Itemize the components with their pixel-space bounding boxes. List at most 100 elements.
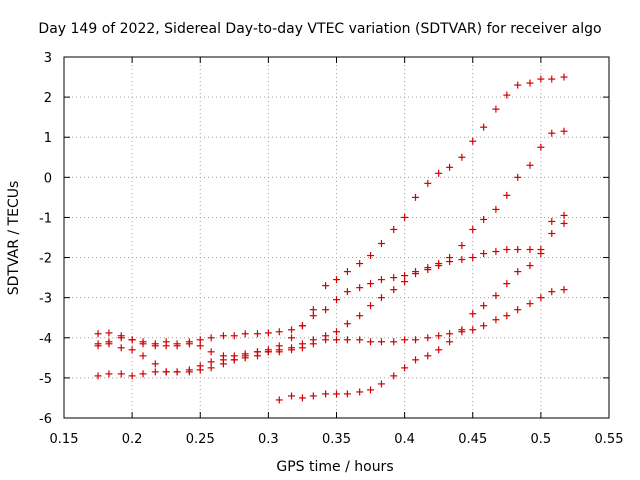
data-point: [207, 348, 215, 356]
data-point: [503, 280, 511, 288]
data-point: [560, 73, 568, 81]
data-point: [356, 336, 364, 344]
data-point: [333, 276, 340, 284]
data-point: [275, 348, 283, 356]
axes: 0.15 0.2 0.25 0.3 0.35 0.4 0.45 0.5 0.55 -6 -5 -4 -3…: [39, 51, 623, 447]
series-track-d: [94, 286, 568, 380]
data-point: [390, 286, 398, 294]
data-point: [367, 280, 375, 288]
series-track-b: [94, 217, 568, 360]
data-point: [207, 358, 215, 366]
data-point: [390, 274, 398, 282]
data-point: [253, 330, 261, 338]
data-point: [526, 79, 534, 87]
data-point: [309, 306, 317, 314]
x-tick-label: 0.2: [122, 432, 143, 447]
data-point: [288, 392, 296, 400]
data-point: [503, 312, 511, 320]
y-axis-label: SDTVAR / TECUs: [6, 181, 22, 296]
data-point: [435, 346, 443, 354]
data-point: [412, 356, 420, 364]
x-tick-label: 0.25: [186, 432, 215, 447]
data-point: [343, 288, 351, 296]
data-point: [151, 360, 159, 368]
data-point: [469, 225, 477, 233]
data-point: [343, 390, 351, 398]
data-point: [514, 81, 522, 89]
data-point: [458, 326, 466, 334]
data-point: [435, 262, 443, 270]
y-tick-label: 0: [44, 171, 52, 186]
data-point: [537, 294, 545, 302]
data-point: [548, 75, 556, 83]
y-tick-label: -4: [39, 332, 52, 347]
data-point: [480, 215, 488, 223]
data-point: [241, 352, 249, 360]
data-point: [537, 250, 545, 258]
data-point: [151, 342, 159, 350]
y-tick-label: -1: [39, 211, 52, 226]
data-point: [253, 348, 261, 356]
data-points: [94, 73, 568, 404]
data-point: [343, 268, 351, 276]
data-point: [401, 364, 409, 372]
x-tick-label: 0.4: [394, 432, 415, 447]
data-point: [275, 328, 283, 336]
data-point: [322, 306, 330, 314]
data-point: [560, 127, 568, 135]
y-tick-label: -2: [39, 252, 52, 267]
data-point: [526, 161, 534, 169]
data-point: [446, 254, 454, 262]
data-point: [356, 260, 364, 268]
data-point: [390, 225, 398, 233]
x-tick-label: 0.45: [458, 432, 487, 447]
y-tick-label: -5: [39, 372, 52, 387]
data-point: [480, 302, 488, 310]
y-tick-label: 1: [44, 131, 52, 146]
y-tick-label: 3: [44, 51, 52, 66]
data-point: [412, 270, 420, 278]
data-point: [492, 248, 500, 256]
data-point: [377, 240, 385, 248]
data-point: [480, 322, 488, 330]
data-point: [264, 348, 272, 356]
data-point: [446, 330, 454, 338]
data-point: [503, 246, 511, 254]
data-point: [401, 336, 409, 344]
data-point: [139, 340, 147, 348]
data-point: [196, 366, 204, 374]
data-point: [94, 372, 102, 380]
data-point: [356, 284, 364, 292]
data-point: [105, 329, 113, 337]
data-point: [560, 286, 568, 294]
data-point: [469, 326, 477, 334]
data-point: [230, 332, 238, 340]
data-point: [309, 312, 317, 320]
data-point: [503, 191, 511, 199]
data-point: [298, 322, 306, 330]
data-point: [322, 282, 330, 290]
data-point: [288, 346, 296, 354]
data-point: [548, 229, 556, 237]
x-tick-label: 0.55: [595, 432, 624, 447]
data-point: [343, 336, 351, 344]
data-point: [333, 390, 340, 398]
data-point: [492, 292, 500, 300]
data-point: [207, 364, 215, 372]
data-point: [412, 336, 420, 344]
data-point: [356, 388, 364, 396]
data-point: [128, 336, 136, 344]
data-point: [492, 105, 500, 113]
data-point: [356, 312, 364, 320]
data-point: [492, 316, 500, 324]
data-point: [377, 338, 385, 346]
data-point: [458, 242, 466, 250]
data-point: [435, 169, 443, 177]
data-point: [514, 306, 522, 314]
data-point: [185, 368, 193, 376]
data-point: [173, 342, 181, 350]
data-point: [298, 394, 306, 402]
data-point: [526, 262, 534, 270]
data-point: [401, 213, 409, 221]
